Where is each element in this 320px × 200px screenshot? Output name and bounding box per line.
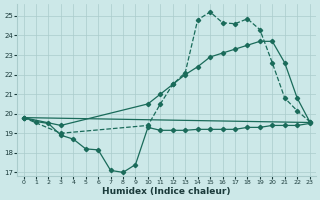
- X-axis label: Humidex (Indice chaleur): Humidex (Indice chaleur): [102, 187, 231, 196]
